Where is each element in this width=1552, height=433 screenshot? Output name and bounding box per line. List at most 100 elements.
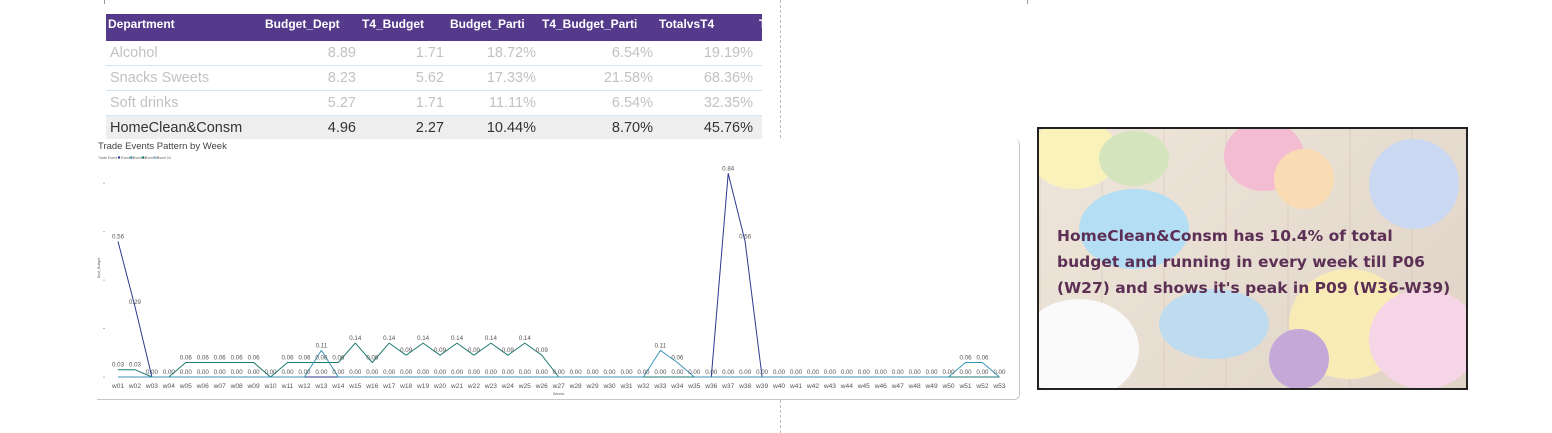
column-header-department[interactable]: Department [108,17,175,31]
cell-totalvst4: 32.35% [703,95,753,111]
data-label: 0.00 [417,369,430,376]
data-label: 0.06 [298,354,311,361]
series-line [118,349,1000,378]
cell-totalvst4: 45.76% [703,120,753,136]
data-label: 0.00 [315,369,328,376]
x-tick-label: w40 [772,383,785,390]
data-label: 0.06 [959,354,972,361]
data-label: 0.00 [909,369,922,376]
column-header-t4-budget-parti[interactable]: T4_Budget_Parti [542,17,638,31]
x-tick-label: w26 [535,383,548,390]
x-tick-label: w37 [721,383,734,390]
data-label: 0.56 [739,233,752,240]
table-row[interactable]: Snacks Sweets 8.23 5.62 17.33% 21.58% 68… [106,66,762,91]
cell-department: Snacks Sweets [110,70,210,86]
cell-budget-dept: 8.23 [327,70,356,86]
data-label: 0.00 [959,369,972,376]
data-label: 0.00 [756,369,769,376]
data-label: 0.06 [248,354,261,361]
x-tick-label: w10 [263,383,276,390]
x-tick-label: w19 [416,383,429,390]
x-tick-label: w47 [891,383,904,390]
x-tick-label: w22 [467,383,480,390]
x-tick-label: w45 [857,383,870,390]
table-header: Department Budget_Dept T4_Budget Budget_… [106,14,762,41]
data-label: 0.14 [349,335,362,342]
x-tick-label: w29 [586,383,599,390]
x-axis-title: Weeks [553,392,565,396]
x-tick-label: w35 [687,383,700,390]
table-row[interactable]: Alcohol 8.89 1.71 18.72% 6.54% 19.19% [106,41,762,66]
cell-t4-budget-parti: 21.58% [603,70,653,86]
chart-title: Trade Events Pattern by Week [98,141,227,152]
data-label: 0.06 [180,354,193,361]
data-label: 0.06 [315,354,328,361]
data-label: 0.09 [434,347,447,354]
y-axis-tick [103,376,105,378]
data-label: 0.14 [417,335,430,342]
column-header-t4-budget[interactable]: T4_Budget [362,17,425,31]
insight-text: HomeClean&Consm has 10.4% of total budge… [1057,227,1451,297]
table-row-selected[interactable]: HomeClean&Consm 4.96 2.27 10.44% 8.70% 4… [106,116,762,140]
cell-budget-parti: 17.33% [486,70,536,86]
data-label: 0.06 [976,354,989,361]
data-label: 0.14 [383,335,396,342]
data-label: 0.00 [383,369,396,376]
y-axis-tick [103,182,105,184]
data-label: 0.06 [231,354,244,361]
data-label: 0.00 [620,369,633,376]
data-label: 0.00 [875,369,888,376]
x-tick-label: w15 [348,383,361,390]
column-header-truncated[interactable]: T [757,14,762,31]
cell-totalvst4: 19.19% [703,45,753,61]
canvas-tick [104,0,105,4]
data-label: 0.06 [281,354,294,361]
cell-t4-budget: 1.71 [415,45,444,61]
table-row[interactable]: Soft drinks 5.27 1.71 11.11% 6.54% 32.35… [106,91,762,116]
data-label: 0.00 [451,369,464,376]
data-label: 0.00 [739,369,752,376]
department-budget-table[interactable]: Department Budget_Dept T4_Budget Budget_… [106,14,762,140]
x-tick-label: w36 [704,383,717,390]
y-axis-tick [103,231,105,233]
data-label: 0.00 [400,369,413,376]
data-label: 0.09 [400,347,413,354]
column-header-budget-dept[interactable]: Budget_Dept [263,14,360,31]
data-label: 0.09 [468,347,481,354]
x-tick-label: w41 [789,383,802,390]
cell-t4-budget: 2.27 [415,120,444,136]
cell-budget-dept: 5.27 [327,95,356,111]
column-header-totalvst4[interactable]: TotalvsT4 [659,17,715,31]
cell-budget-parti: 10.44% [486,120,536,136]
legend-label: Event 02 [133,156,147,160]
data-label: 0.00 [841,369,854,376]
data-label: 0.00 [536,369,549,376]
x-tick-label: w17 [382,383,395,390]
data-label: 0.00 [553,369,566,376]
cell-t4-budget-parti: 8.70% [611,120,653,136]
x-tick-label: w13 [314,383,327,390]
data-label: 0.00 [298,369,311,376]
x-tick-label: w23 [484,383,497,390]
data-label: 0.14 [451,335,464,342]
x-tick-label: w08 [230,383,243,390]
x-tick-label: w27 [552,383,565,390]
x-tick-label: w06 [196,383,209,390]
column-header-budget-parti[interactable]: Budget_Parti [450,17,525,31]
trade-events-chart[interactable]: Trade Event Event 01 Event 02 Event 03 Event… [97,139,1020,400]
column-header-label: Budget_Dept [265,17,340,31]
x-tick-label: w18 [399,383,412,390]
data-label: 0.00 [366,369,379,376]
data-label: 0.00 [926,369,939,376]
data-label: 0.06 [197,354,210,361]
x-tick-label: w48 [908,383,921,390]
x-tick-label: w11 [281,383,294,390]
data-label: 0.00 [281,369,294,376]
y-axis-title: Dept_Budget [97,258,101,278]
x-tick-label: w14 [331,383,344,390]
y-axis-tick [103,328,105,330]
cell-budget-dept: 4.96 [327,120,356,136]
legend-label: Event 04 [157,156,171,160]
data-label: 0.14 [519,335,532,342]
